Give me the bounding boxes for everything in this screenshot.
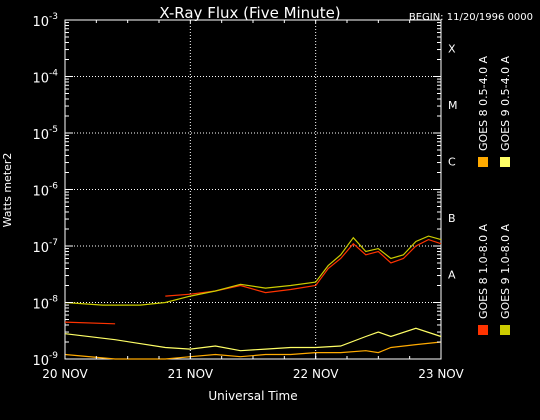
y-axis-label: Watts meter2 [1,153,14,228]
y-tick-label: 10-4 [32,69,58,87]
series-line-1 [64,341,442,360]
y-tick-label: 10-9 [32,351,58,369]
y-tick-base: 10 [32,72,49,87]
flare-class-label: C [448,155,456,168]
y-tick-exponent: -3 [49,12,58,22]
x-axis-label: Universal Time [208,389,297,403]
flare-class-label: M [448,99,458,112]
flare-class-label: B [448,212,456,225]
y-tick-label: 10-6 [32,182,58,200]
series-line-0 [64,238,442,325]
x-tick-label: 21 NOV [168,367,214,381]
series-line-3 [64,235,442,306]
y-tick-base: 10 [32,185,49,200]
y-tick-exponent: -9 [49,351,58,361]
y-tick-base: 10 [32,15,49,30]
legend-swatch [500,325,510,335]
y-tick-base: 10 [32,354,49,369]
y-tick-exponent: -6 [49,182,58,192]
plot-frame [64,19,442,360]
legend-swatch [478,157,488,167]
legend-label: GOES 9 1.0-8.0 A [499,223,512,319]
legend: GOES 8 1.0-8.0 A GOES 8 0.5-4.0 A GOES 9 1… [477,55,512,335]
chart-title: X-Ray Flux (Five Minute) [159,4,340,22]
legend-label: GOES 8 1.0-8.0 A [477,223,490,319]
y-tick-label: 10-5 [32,125,58,143]
y-tick-label: 10-7 [32,238,58,256]
legend-swatch [478,325,488,335]
legend-label: GOES 9 0.5-4.0 A [499,55,512,151]
flare-class-label: X [448,42,456,55]
y-tick-exponent: -4 [49,69,58,79]
x-tick-label: 22 NOV [293,367,339,381]
legend-label: GOES 8 0.5-4.0 A [477,55,490,151]
begin-label: BEGIN: 11/20/1996 0000 [409,12,533,23]
series-layer [64,235,442,360]
y-tick-base: 10 [32,128,49,143]
series-line-2 [64,327,442,352]
y-tick-exponent: -5 [49,125,58,135]
y-tick-base: 10 [32,298,49,313]
y-tick-label: 10-8 [32,295,58,313]
flare-class-label: A [448,268,456,281]
y-tick-exponent: -8 [49,295,58,305]
y-tick-exponent: -7 [49,238,58,248]
legend-swatch [500,157,510,167]
grid-lines [65,20,441,359]
x-tick-label: 20 NOV [42,367,88,381]
y-tick-label: 10-3 [32,12,58,30]
y-tick-base: 10 [32,241,49,256]
x-tick-label: 23 NOV [418,367,464,381]
